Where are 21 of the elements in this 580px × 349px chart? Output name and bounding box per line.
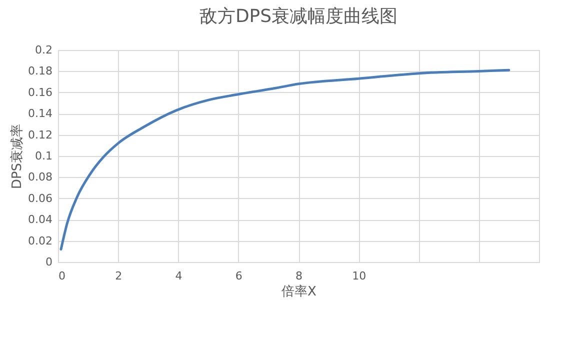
y-tick-label: 0.2 [35,44,52,56]
chart-title: 敌方DPS衰减幅度曲线图 [199,6,398,27]
y-tick-label: 0 [46,256,52,268]
x-tick-label: 10 [352,270,366,282]
y-tick-label: 0.08 [28,170,52,184]
x-tick-label: 6 [235,270,242,282]
y-tick-label: 0.06 [28,192,52,205]
y-tick-label: 0.02 [28,234,52,248]
y-tick-label: 0.14 [28,107,52,120]
y-tick-label: 0.1 [35,150,52,162]
y-axis-title: DPS衰减率 [9,124,26,190]
x-tick-label: 4 [175,270,182,282]
x-tick-label: 2 [115,270,122,282]
x-tick-label: 8 [296,270,302,282]
y-tick-label: 0.16 [28,86,52,99]
x-tick-label: 0 [58,270,66,282]
x-axis-title: 倍率X [282,284,317,300]
line-series [60,68,510,251]
y-tick-label: 0.18 [28,64,52,78]
y-tick-label: 0.04 [28,213,52,226]
y-tick-label: 0.12 [28,128,52,142]
